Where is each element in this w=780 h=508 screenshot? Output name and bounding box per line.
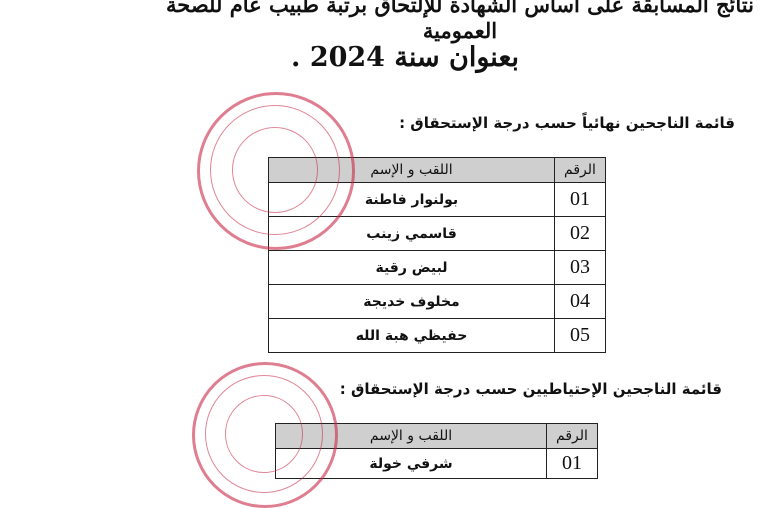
- official-stamp: [197, 92, 355, 250]
- row-number: 04: [554, 284, 606, 319]
- table-row: 05 حفيظي هبة الله: [268, 318, 606, 353]
- row-number: 05: [554, 318, 606, 353]
- row-name: لبيض رقية: [268, 250, 555, 285]
- row-number: 03: [554, 250, 606, 285]
- table-row: 03 لبيض رقية: [268, 250, 606, 285]
- row-number: 01: [554, 182, 606, 217]
- row-name: حفيظي هبة الله: [268, 318, 555, 353]
- header-number: الرقم: [546, 423, 598, 449]
- row-name: مخلوف خديجة: [268, 284, 555, 319]
- row-number: 02: [554, 216, 606, 251]
- final-list-heading: قائمة الناجحين نهائياً حسب درجة الإستحقا…: [399, 114, 735, 132]
- document-title: نتائج المسابقة على أساس الشهادة للإلتحاق…: [166, 0, 754, 43]
- header-number: الرقم: [554, 157, 606, 183]
- table-row: 04 مخلوف خديجة: [268, 284, 606, 319]
- document-subtitle-year: بعنوان سنة 2024 .: [291, 42, 519, 73]
- reserve-list-heading: قائمة الناجحين الإحتياطيين حسب درجة الإس…: [339, 380, 722, 398]
- row-number: 01: [546, 448, 598, 479]
- official-stamp: [192, 362, 338, 508]
